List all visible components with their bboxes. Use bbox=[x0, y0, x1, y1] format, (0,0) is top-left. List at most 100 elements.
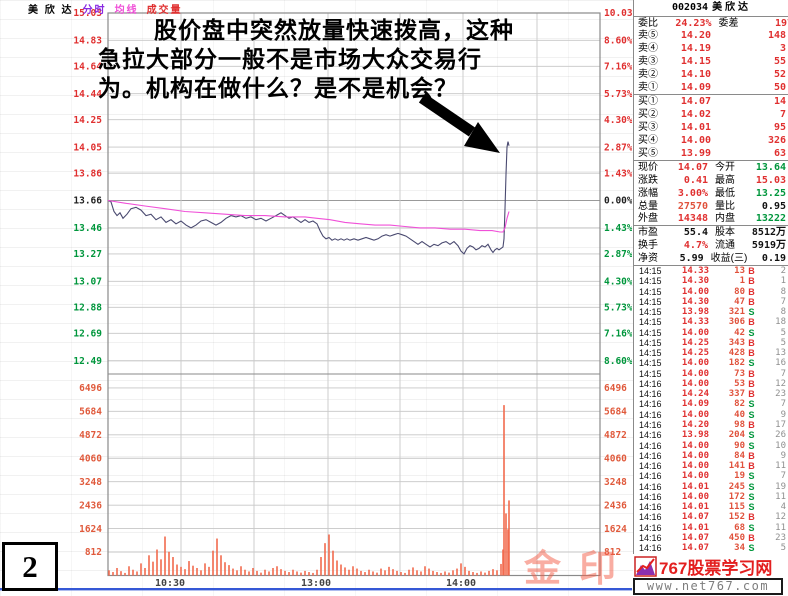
trade-row: 14:16 14.00 141 B 11 bbox=[639, 461, 786, 472]
trade-row: 14:15 14.30 47 B 7 bbox=[639, 296, 786, 307]
svg-text:13:00: 13:00 bbox=[301, 578, 331, 589]
trade-row: 14:15 14.00 80 B 8 bbox=[639, 286, 786, 297]
arrow-annotation bbox=[418, 93, 500, 153]
stat-row: 市盈 55.4 股本 8512万 bbox=[638, 227, 786, 238]
bid-row[interactable]: 买④ 14.00 326 bbox=[638, 135, 786, 146]
svg-text:8.60%: 8.60% bbox=[604, 356, 632, 367]
ask-row[interactable]: 卖③ 14.15 55 bbox=[638, 56, 786, 67]
legend-item-均线: 均线 bbox=[114, 5, 139, 16]
site-url: www.net767.com bbox=[633, 578, 783, 595]
svg-text:812: 812 bbox=[85, 547, 102, 558]
svg-text:5.73%: 5.73% bbox=[604, 302, 632, 313]
trade-row: 14:16 14.20 98 B 17 bbox=[639, 419, 786, 430]
svg-text:4060: 4060 bbox=[604, 453, 627, 464]
ask-row[interactable]: 卖② 14.10 52 bbox=[638, 69, 786, 80]
svg-text:6496: 6496 bbox=[604, 383, 627, 394]
legend-item-分时: 分时 bbox=[82, 5, 107, 16]
stat-row: 现价 14.07 今开 13.64 bbox=[638, 162, 786, 173]
svg-text:14.83: 14.83 bbox=[73, 36, 102, 47]
stat-row: 外盘 14348 内盘 13222 bbox=[634, 213, 788, 226]
timeshare-chart[interactable]: 15.03 10.03% 14.83 8.60% 14.64 7.16% 14.44 5.73… bbox=[0, 0, 632, 596]
svg-text:13.86: 13.86 bbox=[73, 168, 102, 179]
site-logo: 767股票学习网 www.net767.com bbox=[633, 554, 788, 596]
trade-row: 14:16 14.07 152 B 12 bbox=[639, 512, 786, 523]
svg-text:5.73%: 5.73% bbox=[604, 89, 632, 100]
ask-row[interactable]: 卖④ 14.19 3 bbox=[638, 43, 786, 54]
weicha-label: 委差 bbox=[718, 18, 739, 29]
svg-text:7.16%: 7.16% bbox=[604, 328, 632, 339]
trade-row: 14:16 14.09 82 S 7 bbox=[639, 399, 786, 410]
bid-row[interactable]: 买⑤ 13.99 63 bbox=[638, 148, 786, 159]
svg-text:5684: 5684 bbox=[79, 407, 102, 418]
svg-text:4872: 4872 bbox=[604, 430, 627, 441]
svg-text:6496: 6496 bbox=[79, 383, 102, 394]
trade-row: 14:16 14.07 450 B 23 bbox=[639, 532, 786, 543]
weicha-value: 197 bbox=[774, 18, 788, 29]
svg-text:7.16%: 7.16% bbox=[604, 62, 632, 73]
gold-seal-watermark: 金印 bbox=[524, 549, 634, 590]
svg-text:14.25: 14.25 bbox=[73, 115, 102, 126]
trade-row: 14:16 14.00 53 B 12 bbox=[639, 378, 786, 389]
annotation-text: 股价盘中突然放量快速拨高，这种 急拉大部分一般不是市场大众交易行 为。机构在做什么？… bbox=[98, 16, 542, 103]
trade-list[interactable]: 14:15 14.33 13 B 2 14:15 14.30 1 B 1 14:15 14.00 80 B… bbox=[634, 266, 788, 554]
ask-row[interactable]: 卖⑤ 14.20 148 bbox=[638, 30, 786, 41]
weibi-row: 委比 24.23% 委差 197 bbox=[634, 17, 788, 30]
stat-row: 净资 5.99 收益(三) 0.19 bbox=[638, 253, 787, 264]
svg-text:14.05: 14.05 bbox=[73, 142, 102, 153]
chart-legend: 美 欣 达 分时 均线 成交量 bbox=[28, 1, 191, 16]
svg-text:15.03: 15.03 bbox=[73, 8, 102, 19]
trade-row: 14:16 14.01 245 S 19 bbox=[639, 481, 786, 492]
svg-text:12.49: 12.49 bbox=[73, 356, 102, 367]
trade-row: 14:16 14.07 34 S 5 bbox=[639, 543, 786, 554]
legend-item-成交量: 成交量 bbox=[146, 5, 183, 16]
trade-row: 14:15 14.25 428 B 13 bbox=[639, 348, 786, 359]
svg-text:4.30%: 4.30% bbox=[604, 276, 632, 287]
svg-text:3248: 3248 bbox=[79, 477, 102, 488]
trade-row: 14:15 13.98 321 S 8 bbox=[639, 307, 786, 318]
svg-text:1.43%: 1.43% bbox=[604, 223, 632, 234]
trade-row: 14:15 14.30 1 B 1 bbox=[639, 276, 786, 287]
logo-icon bbox=[634, 555, 657, 577]
stat-row: 换手 4.7% 流通 5919万 bbox=[638, 240, 786, 251]
stock-header: 002034 美欣达 bbox=[634, 0, 788, 17]
trade-row: 14:15 14.00 42 S 5 bbox=[639, 327, 786, 338]
stock-name: 美欣达 bbox=[712, 2, 752, 13]
svg-text:4872: 4872 bbox=[79, 430, 102, 441]
bid-row[interactable]: 买③ 14.01 95 bbox=[638, 122, 786, 133]
bid-row[interactable]: 买① 14.07 14 bbox=[638, 96, 786, 107]
stock-code: 002034 bbox=[671, 2, 709, 13]
weibi-value: 24.23% bbox=[675, 18, 712, 29]
svg-text:14.44: 14.44 bbox=[73, 89, 102, 100]
trade-row: 14:16 14.00 172 S 11 bbox=[639, 491, 786, 502]
svg-text:10:30: 10:30 bbox=[155, 578, 185, 589]
svg-text:4060: 4060 bbox=[79, 453, 102, 464]
trade-row: 14:15 14.33 13 B 2 bbox=[639, 266, 786, 276]
stock-name-label: 美 欣 达 bbox=[28, 5, 74, 16]
svg-text:4.30%: 4.30% bbox=[604, 115, 632, 126]
svg-text:1624: 1624 bbox=[79, 524, 102, 535]
bid-row[interactable]: 买② 14.02 7 bbox=[638, 109, 786, 120]
trade-row: 14:15 14.00 73 B 7 bbox=[639, 368, 786, 379]
svg-text:2.87%: 2.87% bbox=[604, 249, 632, 260]
svg-text:13.66: 13.66 bbox=[73, 196, 102, 207]
page-number: 2 bbox=[22, 548, 38, 584]
site-name: 767股票学习网 bbox=[659, 558, 773, 578]
svg-text:2.87%: 2.87% bbox=[604, 142, 632, 153]
trade-row: 14:16 14.00 90 S 10 bbox=[639, 440, 786, 451]
svg-text:1.43%: 1.43% bbox=[604, 168, 632, 179]
ask-queue: 卖⑤ 14.20 148 卖④ 14.19 3 卖③ 14.15 55 卖② 14.10 52 卖① 14… bbox=[634, 29, 788, 95]
trade-row: 14:16 13.98 204 S 26 bbox=[639, 430, 786, 441]
svg-text:12.69: 12.69 bbox=[73, 328, 102, 339]
stock-stats: 现价 14.07 今开 13.64 涨跌 0.41 最高 15.03 涨幅 3.00% 最低 13.2… bbox=[634, 161, 788, 266]
trade-row: 14:16 14.00 40 S 9 bbox=[639, 409, 786, 420]
trade-row: 14:15 14.33 306 B 18 bbox=[639, 317, 786, 328]
page-number-box: 2 bbox=[2, 542, 58, 591]
legend-items: 分时 均线 成交量 bbox=[83, 1, 191, 16]
ask-row[interactable]: 卖① 14.09 50 bbox=[638, 82, 786, 93]
trade-row: 14:16 14.01 68 S 11 bbox=[639, 522, 786, 533]
svg-text:14:00: 14:00 bbox=[446, 578, 476, 589]
svg-text:13.27: 13.27 bbox=[73, 249, 102, 260]
annotation-line: 为。机构在做什么？是不是机会？ bbox=[98, 76, 458, 101]
svg-text:812: 812 bbox=[604, 547, 621, 558]
